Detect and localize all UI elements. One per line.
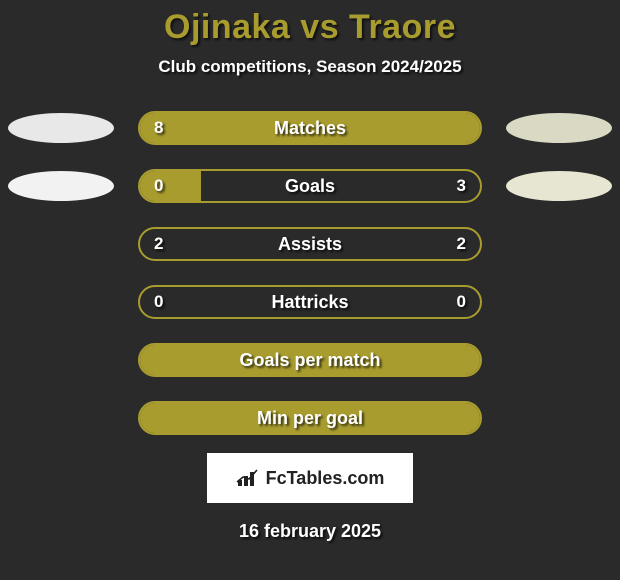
page-title: Ojinaka vs Traore (0, 8, 620, 47)
stat-value-right: 0 (457, 292, 466, 312)
bar-fill-left (140, 171, 201, 201)
player-ellipse-right (506, 171, 612, 201)
stat-label: Goals (285, 176, 335, 197)
stat-row: Min per goal (0, 395, 620, 441)
stat-value-left: 0 (154, 292, 163, 312)
stat-value-left: 0 (154, 176, 163, 196)
stat-label: Min per goal (257, 408, 363, 429)
stat-label: Matches (274, 118, 346, 139)
stat-label: Hattricks (271, 292, 348, 313)
fctables-logo[interactable]: FcTables.com (207, 453, 413, 503)
comparison-card: Ojinaka vs Traore Club competitions, Sea… (0, 0, 620, 580)
player-ellipse-right (506, 113, 612, 143)
stat-value-left: 2 (154, 234, 163, 254)
stat-bar: 0 3 Goals (138, 169, 482, 203)
stat-bar: 0 0 Hattricks (138, 285, 482, 319)
snapshot-date: 16 february 2025 (0, 521, 620, 542)
season-subtitle: Club competitions, Season 2024/2025 (0, 57, 620, 77)
stat-row: 2 2 Assists (0, 221, 620, 267)
stat-row: 0 0 Hattricks (0, 279, 620, 325)
bar-chart-icon (236, 468, 260, 488)
player-ellipse-left (8, 113, 114, 143)
stat-row: 0 3 Goals (0, 163, 620, 209)
stat-bar: Goals per match (138, 343, 482, 377)
stat-bar: Min per goal (138, 401, 482, 435)
stat-label: Goals per match (239, 350, 380, 371)
stat-value-right: 2 (457, 234, 466, 254)
stat-bar: 8 Matches (138, 111, 482, 145)
stat-bar: 2 2 Assists (138, 227, 482, 261)
stat-value-left: 8 (154, 118, 163, 138)
stat-label: Assists (278, 234, 342, 255)
stat-row: 8 Matches (0, 105, 620, 151)
stat-value-right: 3 (457, 176, 466, 196)
logo-text: FcTables.com (266, 468, 385, 489)
stat-row: Goals per match (0, 337, 620, 383)
stat-bars-block: 8 Matches 0 3 Goals 2 2 Assists 0 0 Hattricks Goals… (0, 105, 620, 441)
player-ellipse-left (8, 171, 114, 201)
